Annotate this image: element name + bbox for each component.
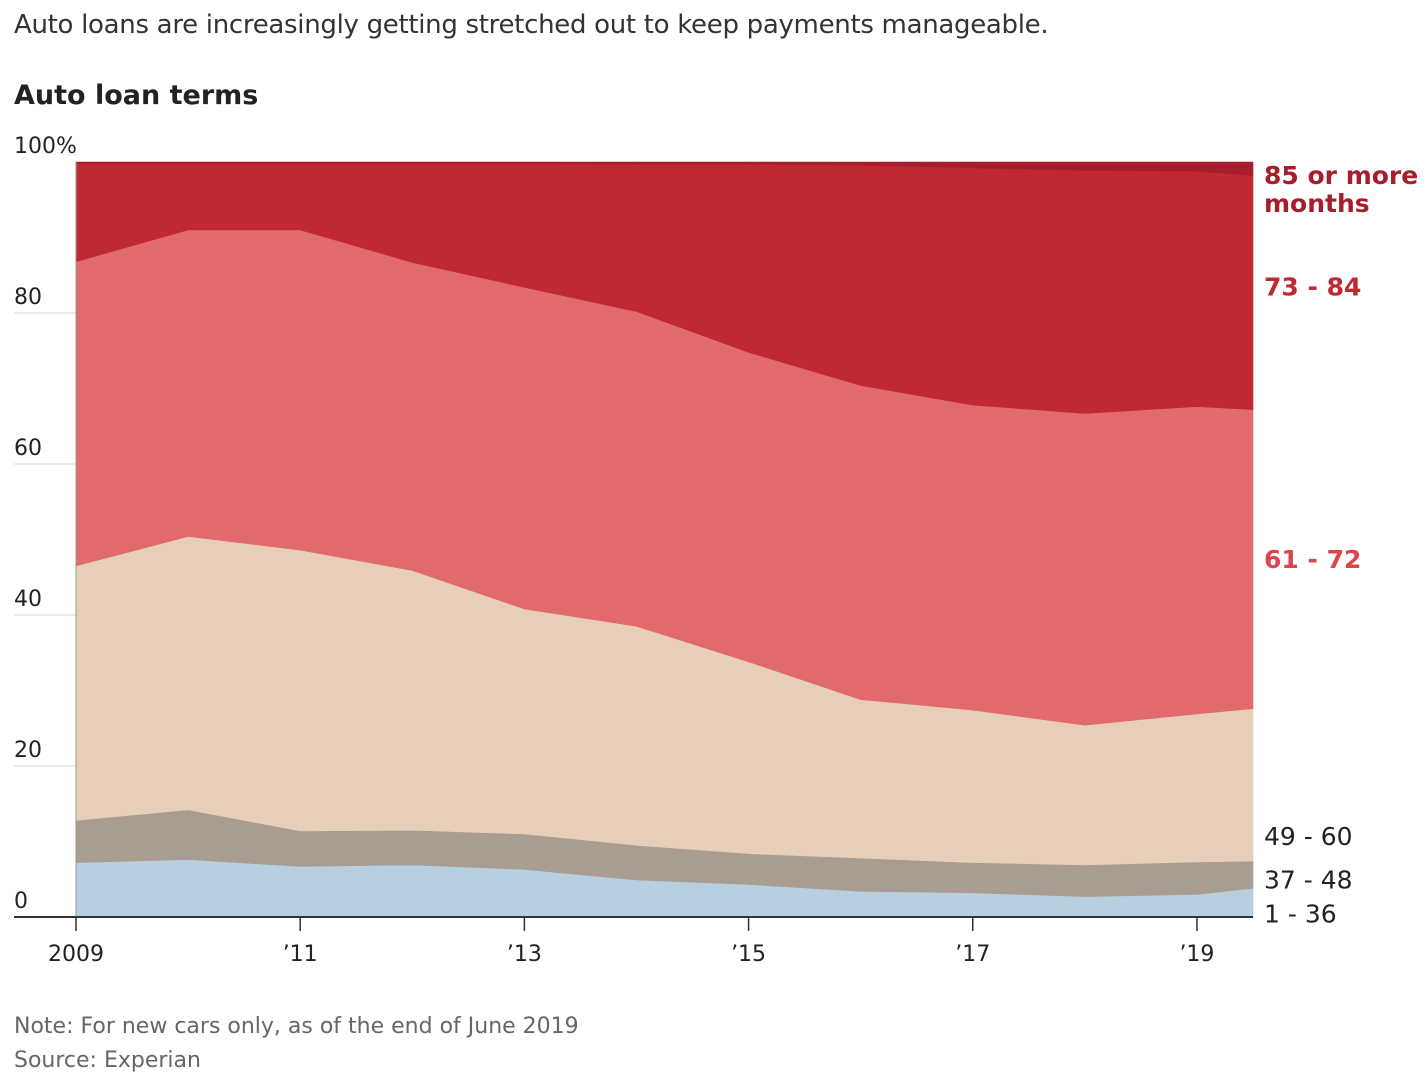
stacked-area-chart: 0 20 40 60 80 100% 2009 ’11 ’13 ’15 ’17 ’19 1 - 36 3… xyxy=(14,134,1418,967)
series-label: 73 - 84 xyxy=(1264,273,1361,302)
area-layers xyxy=(75,161,1254,918)
chart-headline: Auto loans are increasingly getting stre… xyxy=(14,10,1049,40)
area-85-or-more-months xyxy=(75,161,1254,176)
series-label: 1 - 36 xyxy=(1264,900,1337,929)
y-tick-label: 0 xyxy=(14,889,28,914)
y-tick-label: 20 xyxy=(14,738,42,763)
axes: 0 20 40 60 80 100% 2009 ’11 ’13 ’15 ’17 ’19 xyxy=(14,134,1253,967)
x-tick-label: ’19 xyxy=(1179,942,1214,967)
series-labels: 1 - 36 37 - 48 49 - 60 61 - 72 73 - 84 85 or … xyxy=(1264,161,1418,929)
y-tick-label: 40 xyxy=(14,587,42,612)
x-tick-label: ’11 xyxy=(283,942,318,967)
series-label: 85 or more xyxy=(1264,161,1418,190)
y-tick-label: 100% xyxy=(14,134,77,159)
series-label: 61 - 72 xyxy=(1264,545,1361,574)
chart-source: Source: Experian xyxy=(14,1048,201,1073)
series-label: months xyxy=(1264,189,1370,218)
series-label: 49 - 60 xyxy=(1264,822,1353,851)
chart-title: Auto loan terms xyxy=(14,80,259,111)
x-tick-label: ’15 xyxy=(731,942,766,967)
y-tick-label: 60 xyxy=(14,436,42,461)
series-label: 37 - 48 xyxy=(1264,866,1353,895)
y-tick-label: 80 xyxy=(14,285,42,310)
x-tick-label: ’13 xyxy=(507,942,542,967)
gridlines xyxy=(14,312,76,767)
x-tick-label: ’17 xyxy=(955,942,990,967)
x-tick-label: 2009 xyxy=(48,942,104,967)
chart-note: Note: For new cars only, as of the end o… xyxy=(14,1014,579,1039)
